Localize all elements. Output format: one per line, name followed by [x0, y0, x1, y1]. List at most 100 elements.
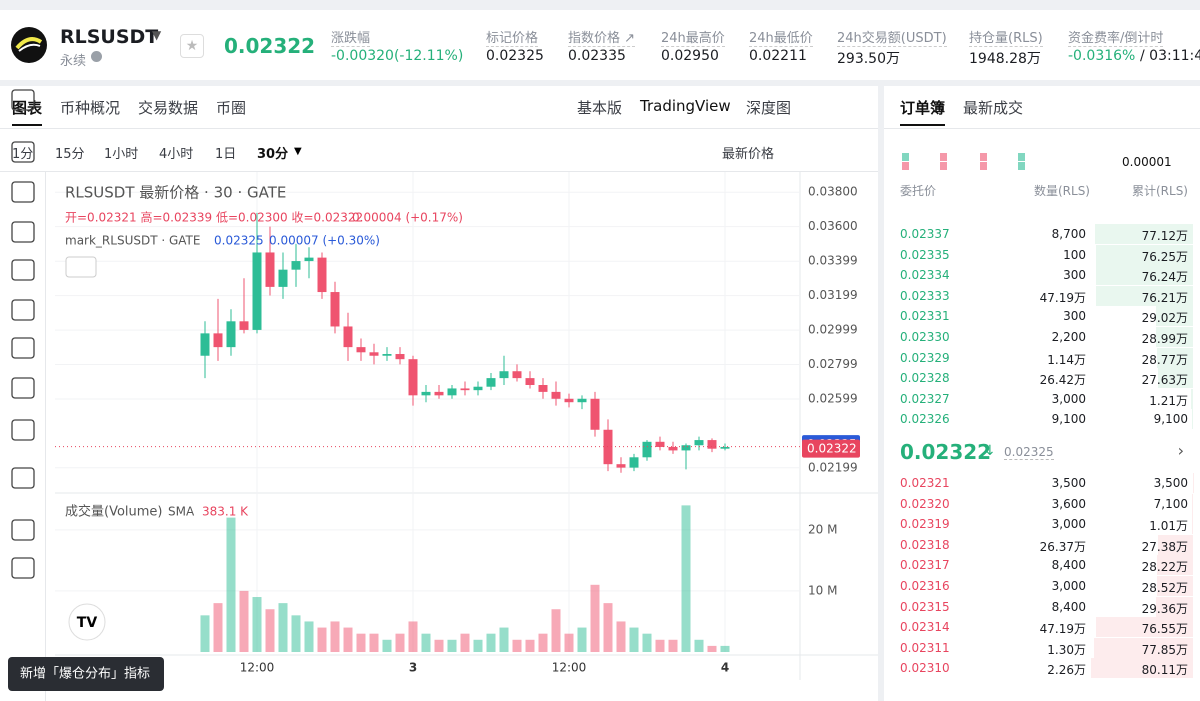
tooltip-box: [8, 657, 164, 691]
ob-price[interactable]: 0.02311: [900, 640, 950, 655]
ob-price[interactable]: 0.02318: [900, 537, 950, 552]
column-header: 累计(RLS): [1131, 184, 1188, 198]
x-tick-label: 4: [721, 661, 729, 675]
ob-qty: 9,100: [1051, 412, 1086, 427]
mark-legend: mark_RLSUSDT · GATE: [65, 234, 200, 248]
ob-price[interactable]: 0.02317: [900, 558, 950, 573]
divider: [0, 171, 878, 172]
stat-label: 涨跌幅: [331, 27, 371, 47]
precision[interactable]: 0.00001: [1122, 155, 1172, 169]
candle-body: [447, 388, 457, 396]
view-tab[interactable]: TradingView: [640, 97, 731, 115]
ob-price[interactable]: 0.02321: [900, 476, 950, 490]
candle-body: [538, 385, 548, 392]
ob-total: 28.22万: [1141, 560, 1188, 575]
layout-icon[interactable]: [902, 153, 909, 161]
ob-price[interactable]: 0.02315: [900, 599, 950, 614]
ob-price[interactable]: 0.02334: [900, 268, 950, 283]
timeframe-arrow[interactable]: ▼: [294, 146, 302, 157]
volume-bar: [603, 603, 613, 652]
volume-bar: [200, 615, 210, 652]
volume-bar: [694, 639, 704, 652]
volume-sma-name: SMA: [168, 505, 195, 519]
ob-qty: 47.19万: [1039, 622, 1086, 637]
candle-body: [265, 252, 275, 287]
ob-price[interactable]: 0.02330: [900, 330, 950, 344]
volume-bar: [304, 621, 314, 652]
ob-qty: 1.30万: [1047, 642, 1086, 657]
volume-bar: [668, 639, 678, 652]
ob-total: 77.12万: [1141, 229, 1188, 243]
ob-price[interactable]: 0.02335: [900, 247, 950, 262]
timeframe[interactable]: 30分: [257, 147, 289, 162]
candle-body: [720, 446, 730, 449]
ob-price[interactable]: 0.02326: [900, 412, 950, 427]
favorite-star[interactable]: ★: [180, 34, 204, 58]
candle-body: [707, 440, 717, 449]
ob-price[interactable]: 0.02328: [900, 371, 950, 386]
volume-bar: [382, 639, 392, 652]
stat-value: -0.00320(-12.11%): [331, 48, 464, 64]
coin-logo: [11, 27, 47, 63]
candle-body: [577, 398, 587, 403]
ob-tab[interactable]: 最新成交: [963, 99, 1024, 117]
depth-bar: [1156, 576, 1193, 596]
candle-body: [200, 333, 210, 356]
column-header: 数量(RLS): [1033, 184, 1090, 198]
volume-bar: [356, 633, 366, 652]
timeframe[interactable]: 1日: [215, 147, 237, 162]
timeframe[interactable]: 1小时: [104, 147, 139, 162]
candle-body: [681, 445, 691, 451]
ohlc-legend: 开=0.02321 高=0.02339 低=0.02300 收=0.02322: [65, 210, 363, 225]
symbol[interactable]: RLSUSDT: [60, 26, 159, 48]
candle-body: [694, 440, 704, 446]
ob-price[interactable]: 0.02310: [900, 661, 950, 676]
last-price: 0.02322: [224, 34, 316, 58]
candle-body: [486, 378, 496, 387]
dropdown-arrow[interactable]: ▼: [152, 28, 162, 42]
layout-icon[interactable]: [980, 153, 987, 161]
ob-qty: 3,000: [1051, 579, 1086, 593]
ob-price[interactable]: 0.02327: [900, 391, 950, 406]
timeframe[interactable]: 15分: [55, 147, 85, 162]
view-tab[interactable]: 基本版: [577, 99, 623, 117]
volume-bar: [291, 615, 301, 652]
timeframe[interactable]: 1分: [12, 147, 34, 162]
tab[interactable]: 交易数据: [138, 99, 199, 117]
candle-body: [317, 257, 327, 293]
tab[interactable]: 币种概况: [60, 99, 121, 117]
ob-price[interactable]: 0.02333: [900, 288, 950, 303]
mid-arrow: ↓: [984, 443, 996, 459]
layout-icon[interactable]: [1018, 153, 1025, 161]
info-icon[interactable]: [91, 51, 102, 62]
y-tick-label: 0.03199: [808, 288, 858, 302]
ob-total: 76.55万: [1141, 622, 1188, 637]
volume-bar: [551, 609, 561, 652]
volume-bar: [512, 639, 522, 652]
ob-price[interactable]: 0.02316: [900, 579, 950, 593]
volume-bar: [473, 639, 483, 652]
price-source[interactable]: 最新价格: [722, 147, 775, 162]
timeframe[interactable]: 4小时: [159, 147, 194, 162]
y-tick-label: 0.03800: [808, 185, 858, 199]
stat-label: 持仓量(RLS): [969, 27, 1043, 47]
ob-price[interactable]: 0.02329: [900, 350, 950, 365]
volume-bar: [707, 645, 717, 652]
ob-price[interactable]: 0.02320: [900, 496, 950, 511]
ob-price[interactable]: 0.02331: [900, 309, 950, 324]
ob-tab[interactable]: 订单簿: [900, 97, 946, 126]
more-arrow[interactable]: ›: [1177, 441, 1184, 460]
depth-bar: [1191, 514, 1193, 535]
ob-price[interactable]: 0.02314: [900, 620, 950, 635]
ob-price[interactable]: 0.02337: [900, 227, 950, 241]
ob-total: 28.99万: [1141, 332, 1188, 346]
layout-icon[interactable]: [940, 153, 947, 161]
y-tick-label: 0.02199: [808, 460, 858, 474]
ob-total: 1.01万: [1149, 519, 1188, 534]
ob-total: 29.02万: [1141, 311, 1188, 326]
tab[interactable]: 币圈: [216, 99, 247, 117]
view-tab[interactable]: 深度图: [746, 99, 792, 117]
stat-value: 0.02950: [661, 48, 719, 64]
ob-price[interactable]: 0.02319: [900, 517, 950, 532]
